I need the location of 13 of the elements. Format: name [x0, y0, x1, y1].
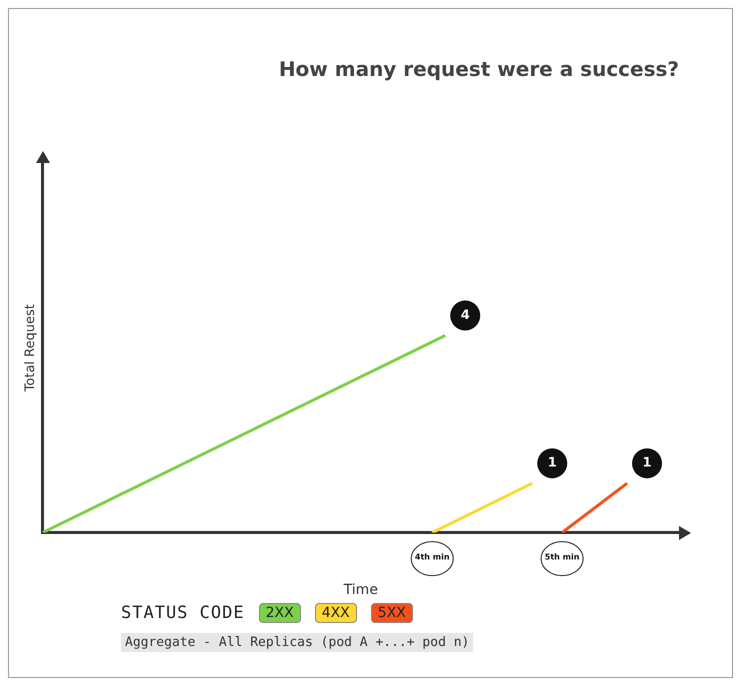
text: 5XX	[370, 603, 413, 623]
text: Aggregate - All Replicas (pod A +...+ pod n)	[121, 633, 474, 652]
data-label: 1	[642, 456, 652, 471]
x-tick-label: 4th min	[414, 552, 450, 562]
x-axis-title: Time	[342, 582, 378, 598]
data-label: 4	[460, 308, 470, 323]
text: 2XX	[258, 603, 301, 623]
x-tick-label: 5th min	[544, 552, 580, 562]
chart-title: How many request were a success?	[278, 57, 679, 82]
data-label: 1	[548, 456, 557, 471]
legend-title: STATUS CODE	[121, 603, 245, 623]
y-axis-title: Total Request	[23, 304, 38, 392]
text: 4XX	[314, 603, 357, 623]
